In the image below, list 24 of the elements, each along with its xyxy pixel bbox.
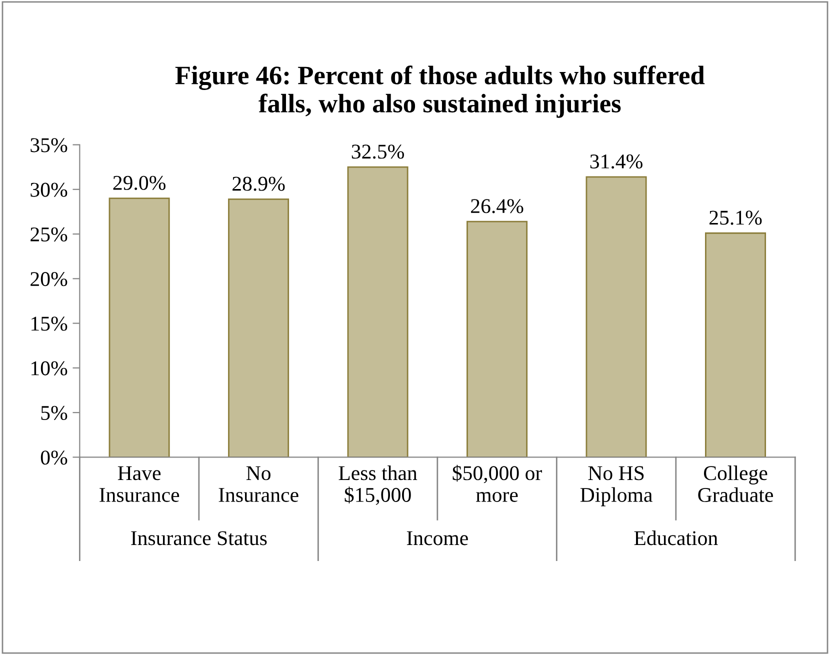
text: Income [406,531,468,546]
y-tick-label: 35% [30,138,68,152]
data-label: 28.9% [232,176,285,191]
data-label: 31.4% [590,154,642,169]
y-tick-label: 30% [30,182,68,197]
data-label: 29.0% [113,176,166,190]
x-tick-label: No HS Diploma [580,466,652,506]
y-tick-label: 25% [30,227,68,242]
y-tick-label: 5% [41,406,68,420]
text: Insurance Status [131,531,267,546]
x-tick-label: Have Insurance [100,466,180,502]
x-tick-label: College Graduate [698,466,773,502]
data-label: 26.4% [471,199,524,214]
x-tick-label: No Insurance [218,466,298,502]
x-tick-label: Less than $15,000 [338,466,418,505]
text: Education [634,530,718,546]
data-label: 25.1% [710,210,762,225]
chart-title: Figure 46: Percent of those adults who suffered falls, who also sustained injuries [175,66,705,118]
y-tick-label: 0% [40,450,68,465]
y-tick-label: 15% [32,316,68,331]
y-tick-label: 10% [32,361,68,376]
data-label: 32.5% [352,144,404,159]
y-tick-label: 20% [30,272,68,286]
x-tick-label: $50,000 or more [452,464,542,502]
